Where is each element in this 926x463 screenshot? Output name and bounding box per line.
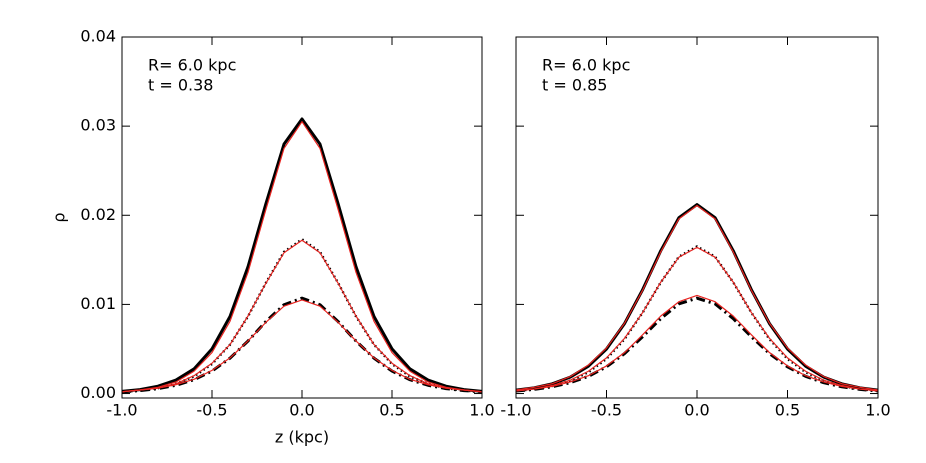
x-tick-label: 0.5 (379, 401, 404, 420)
annotation: t = 0.85 (542, 76, 607, 95)
x-tick-label: 1.0 (469, 401, 494, 420)
x-tick-label: 1.0 (865, 401, 890, 420)
y-axis-label: ρ (50, 212, 69, 222)
curve (515, 296, 879, 393)
x-tick-label: -0.5 (196, 401, 227, 420)
x-tick-label: -1.0 (106, 401, 137, 420)
x-tick-label: 0.0 (289, 401, 314, 420)
curve (515, 203, 879, 392)
x-tick-label: 0.0 (684, 401, 709, 420)
curve (121, 296, 483, 394)
curve (121, 117, 483, 393)
x-tick-label: -0.5 (591, 401, 622, 420)
y-tick-label: 0.04 (80, 27, 116, 46)
y-tick-label: 0.01 (80, 294, 116, 313)
curve (515, 245, 879, 393)
y-tick-label: 0.00 (80, 383, 116, 402)
x-axis-label: z (kpc) (275, 428, 329, 447)
y-tick-label: 0.03 (80, 116, 116, 135)
x-tick-label: 0.5 (775, 401, 800, 420)
curve (121, 239, 483, 393)
curve (121, 121, 483, 393)
annotation: t = 0.38 (148, 76, 213, 95)
annotation: R= 6.0 kpc (148, 56, 236, 75)
y-tick-label: 0.02 (80, 205, 116, 224)
curve (121, 299, 483, 393)
curve (515, 246, 879, 392)
curve (515, 204, 879, 391)
curve (121, 238, 483, 394)
curve (515, 294, 879, 392)
annotation: R= 6.0 kpc (542, 56, 630, 75)
x-tick-label: -1.0 (500, 401, 531, 420)
